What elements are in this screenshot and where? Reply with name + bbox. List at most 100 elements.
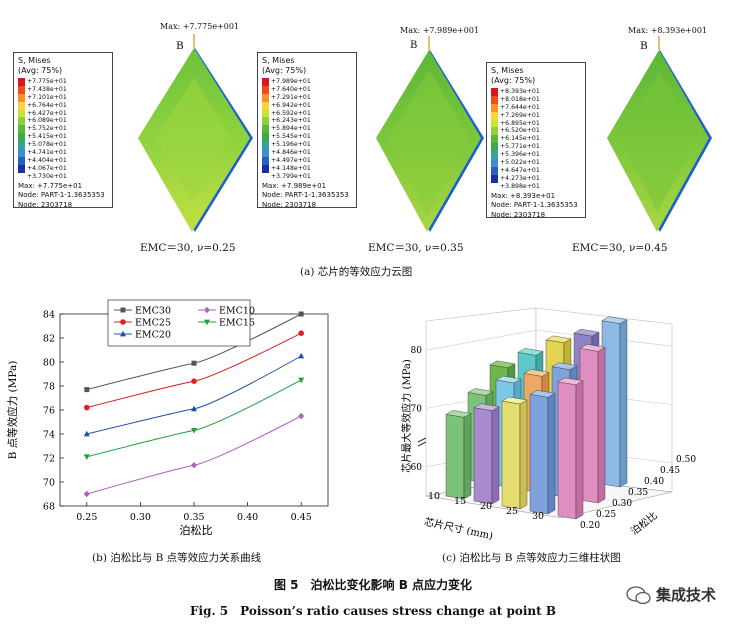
bar-front — [473, 407, 493, 505]
x-tick-label: 30 — [532, 511, 544, 522]
legend-value: +4.846e+01 — [271, 149, 311, 157]
bar-top — [517, 348, 544, 356]
legend-value: +5.078e+01 — [27, 141, 67, 149]
x-tick-label: 20 — [480, 501, 492, 512]
bar-top — [557, 377, 584, 386]
data-point — [191, 462, 197, 469]
legend-value: +6.427e+01 — [27, 109, 67, 117]
point-b-label-3: B — [640, 40, 648, 52]
color-scale — [18, 78, 25, 181]
bar-side — [519, 399, 528, 510]
color-swatch — [18, 85, 25, 94]
bar-top — [545, 335, 572, 344]
bar-front — [557, 381, 577, 520]
bar-top — [473, 403, 500, 411]
color-swatch — [491, 159, 498, 167]
legend-value: +7.989e+01 — [271, 78, 311, 85]
data-point — [83, 430, 90, 437]
data-point — [204, 319, 210, 326]
y-axis-label: 泊松比 — [628, 509, 660, 538]
legend-value: +5.415e+01 — [27, 133, 67, 141]
bar-front — [501, 400, 521, 510]
legend-value: +8.393e+01 — [500, 88, 540, 95]
color-swatch — [491, 151, 498, 160]
series-line-emc10 — [86, 415, 302, 495]
color-swatch — [491, 174, 498, 183]
bar-0.25-30 — [557, 377, 584, 520]
bar-front — [529, 394, 549, 515]
legend-node: Node: PART-1-1.3635353 — [491, 201, 578, 210]
y-tick-label: 82 — [43, 334, 55, 345]
data-point — [120, 319, 126, 325]
bar-side — [463, 412, 472, 500]
legend-values: +8.393e+01 +8.018e+01 +7.644e+01 +7.269e+01… — [500, 88, 540, 191]
color-scale — [262, 78, 269, 181]
legend-value: +6.895e+01 — [500, 119, 540, 127]
color-swatch — [262, 141, 269, 150]
y-axis-label: B 点等效应力 (MPa) — [6, 361, 19, 460]
bar-0.25-20 — [501, 396, 528, 510]
z-axis-label: 芯片最大等效应力 (MPa) — [400, 359, 413, 473]
data-point — [83, 454, 90, 460]
color-scale — [491, 88, 498, 191]
legend-value: +6.520e+01 — [500, 127, 540, 135]
bar-top — [467, 388, 494, 396]
color-swatch — [18, 141, 25, 150]
bar-top — [573, 328, 600, 337]
legend-max: Max: +8.393e+01 — [491, 191, 556, 200]
legend-value: +7.640e+01 — [271, 85, 311, 93]
legend-value: +4.067e+01 — [27, 164, 67, 172]
data-point — [298, 412, 305, 420]
color-swatch — [18, 109, 25, 118]
plot-label-1: EMC＝30, ν=0.25 — [140, 242, 236, 254]
legend-label: EMC30 — [135, 306, 171, 317]
bar-side — [491, 406, 500, 505]
color-swatch — [262, 125, 269, 134]
x-tick-label: 15 — [454, 496, 466, 507]
y-tick-label: 0.25 — [596, 510, 616, 520]
legend-value: +7.291e+01 — [271, 93, 311, 101]
y-tick-label: 76 — [43, 406, 55, 417]
color-swatch — [491, 111, 498, 120]
data-point — [298, 377, 305, 384]
data-point — [84, 404, 90, 411]
legend-node-id: Node: 2303718 — [262, 200, 317, 209]
line-chart: 0.25 0.30 0.35 0.40 0.45 68 70 72 74 76 78 80 82 84 E… — [6, 299, 329, 537]
point-b-label-1: B — [176, 40, 184, 52]
color-swatch — [491, 95, 498, 104]
color-swatch — [18, 164, 25, 173]
legend-3: S, Mises (Avg: 75%) +8.393e+01 +8.018e+01… — [486, 62, 586, 219]
legend-value: +3.898e+01 — [500, 182, 540, 190]
legend-label: EMC15 — [219, 318, 255, 329]
data-point — [120, 330, 126, 337]
x-tick-label: 0.30 — [130, 512, 151, 523]
y-tick-label: 84 — [43, 310, 55, 321]
legend-value: +6.145e+01 — [500, 135, 540, 143]
legend-label: EMC10 — [219, 306, 255, 317]
data-point — [191, 428, 197, 434]
legend-value: +8.018e+01 — [500, 95, 540, 103]
color-swatch — [491, 119, 498, 128]
color-swatch — [18, 78, 25, 86]
color-swatch — [18, 117, 25, 126]
color-swatch — [262, 85, 269, 94]
color-swatch — [18, 149, 25, 157]
legend-value: +4.741e+01 — [27, 149, 67, 157]
bar-top — [495, 375, 522, 384]
data-point — [191, 378, 197, 384]
legend-value: +4.148e+01 — [271, 164, 311, 172]
contour-diamonds — [138, 34, 712, 232]
x-tick-label: 25 — [506, 506, 518, 517]
legend-label: EMC20 — [135, 330, 171, 341]
color-swatch — [262, 78, 269, 86]
y-tick-label: 0.45 — [660, 466, 680, 476]
tick-labels: 10 15 20 25 30 0.200.250.300.350.400.450.50 — [428, 455, 696, 531]
legend-max: Max: +7.775e+01 — [18, 181, 83, 190]
bar-0.45-30 — [601, 316, 628, 488]
bar-top — [445, 410, 472, 418]
series-lines — [83, 311, 305, 498]
color-swatch — [18, 156, 25, 165]
x-tick-label: 10 — [428, 491, 440, 502]
legend-value: +3.799e+01 — [271, 172, 311, 180]
max-tag-3: Max: +8.393e+001 — [628, 26, 708, 35]
